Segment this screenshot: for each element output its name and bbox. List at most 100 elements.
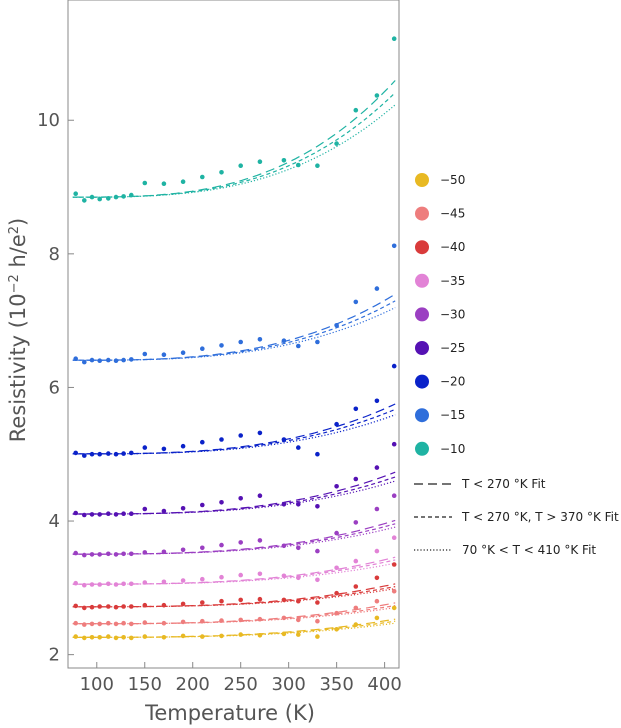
data-point bbox=[296, 575, 301, 581]
legend-label: −25 bbox=[440, 341, 465, 355]
data-point bbox=[200, 576, 205, 582]
data-point bbox=[374, 575, 380, 581]
data-point bbox=[113, 552, 119, 557]
data-point bbox=[73, 356, 78, 362]
data-point bbox=[73, 580, 78, 586]
data-point bbox=[353, 622, 359, 627]
data-point bbox=[106, 581, 111, 587]
data-point bbox=[353, 406, 359, 412]
data-point bbox=[113, 635, 119, 641]
data-point bbox=[219, 598, 224, 604]
data-point bbox=[374, 398, 380, 404]
data-point bbox=[73, 634, 78, 639]
data-point bbox=[391, 605, 397, 611]
data-point bbox=[315, 504, 320, 509]
data-point bbox=[219, 343, 224, 348]
data-point bbox=[257, 571, 263, 577]
legend-label: T < 270 °K, T > 370 °K Fit bbox=[461, 510, 619, 524]
fit-line bbox=[72, 607, 396, 625]
data-point bbox=[238, 540, 243, 545]
legend-swatch bbox=[415, 206, 429, 221]
data-point bbox=[238, 433, 243, 438]
data-point bbox=[180, 601, 186, 607]
data-point bbox=[180, 179, 186, 184]
data-point bbox=[161, 549, 167, 555]
fit-line bbox=[72, 80, 396, 198]
data-point bbox=[374, 615, 380, 621]
fit-line bbox=[72, 523, 396, 555]
data-point bbox=[315, 339, 320, 345]
data-point bbox=[281, 502, 287, 507]
data-point bbox=[315, 634, 320, 639]
data-point bbox=[281, 543, 287, 549]
data-point bbox=[315, 618, 320, 624]
data-point bbox=[315, 577, 320, 583]
fit-line bbox=[72, 293, 396, 361]
y-tick-label: 6 bbox=[49, 377, 60, 398]
data-point bbox=[142, 602, 148, 608]
data-point bbox=[82, 605, 87, 611]
data-point bbox=[353, 584, 359, 589]
data-point bbox=[129, 635, 134, 641]
data-point bbox=[257, 430, 263, 436]
fit-line bbox=[72, 604, 396, 625]
data-point bbox=[89, 194, 95, 200]
data-point bbox=[73, 550, 78, 556]
data-point bbox=[89, 621, 95, 627]
data-point bbox=[238, 496, 243, 501]
data-point bbox=[121, 511, 126, 516]
data-point bbox=[121, 451, 126, 456]
data-point bbox=[129, 192, 134, 198]
data-point bbox=[121, 581, 126, 587]
fit-line bbox=[72, 622, 396, 638]
data-point bbox=[97, 552, 102, 557]
x-tick-label: 100 bbox=[80, 674, 114, 695]
data-point bbox=[281, 631, 287, 637]
data-point bbox=[315, 600, 320, 605]
data-point bbox=[97, 604, 102, 609]
data-point bbox=[180, 350, 186, 356]
data-point bbox=[129, 357, 134, 362]
data-point bbox=[106, 511, 111, 516]
x-tick-label: 150 bbox=[128, 674, 162, 695]
data-point bbox=[257, 616, 263, 622]
x-tick-label: 250 bbox=[224, 674, 258, 695]
data-point bbox=[334, 323, 339, 328]
data-point bbox=[121, 604, 126, 609]
data-point bbox=[334, 421, 339, 427]
data-point bbox=[113, 451, 119, 457]
fit-line bbox=[72, 602, 396, 625]
fit-line bbox=[72, 620, 396, 638]
data-point bbox=[334, 484, 339, 489]
y-tick-label: 10 bbox=[37, 110, 60, 131]
data-point bbox=[200, 600, 205, 605]
y-tick-label: 8 bbox=[49, 244, 60, 265]
data-point bbox=[281, 615, 287, 621]
data-point bbox=[353, 476, 359, 482]
data-point bbox=[257, 493, 263, 499]
data-point bbox=[161, 508, 167, 514]
data-point bbox=[113, 582, 119, 587]
legend-swatch bbox=[415, 341, 429, 355]
data-point bbox=[129, 604, 134, 609]
data-point bbox=[219, 170, 224, 175]
data-point bbox=[129, 621, 134, 627]
data-point bbox=[238, 632, 243, 637]
data-point bbox=[315, 163, 320, 168]
data-point bbox=[113, 358, 119, 364]
data-point bbox=[334, 590, 339, 596]
data-point bbox=[334, 610, 339, 616]
data-point bbox=[180, 633, 186, 639]
data-point bbox=[142, 445, 148, 450]
fit-line bbox=[72, 92, 396, 198]
legend-label: −50 bbox=[440, 173, 465, 187]
data-point bbox=[180, 578, 186, 583]
x-axis-title: Temperature (K) bbox=[144, 701, 315, 725]
data-point bbox=[391, 441, 397, 447]
data-point bbox=[180, 547, 186, 553]
data-point bbox=[89, 512, 95, 517]
legend-label: 70 °K < T < 410 °K Fit bbox=[462, 543, 596, 557]
fit-line bbox=[72, 480, 396, 515]
data-point bbox=[374, 93, 380, 98]
